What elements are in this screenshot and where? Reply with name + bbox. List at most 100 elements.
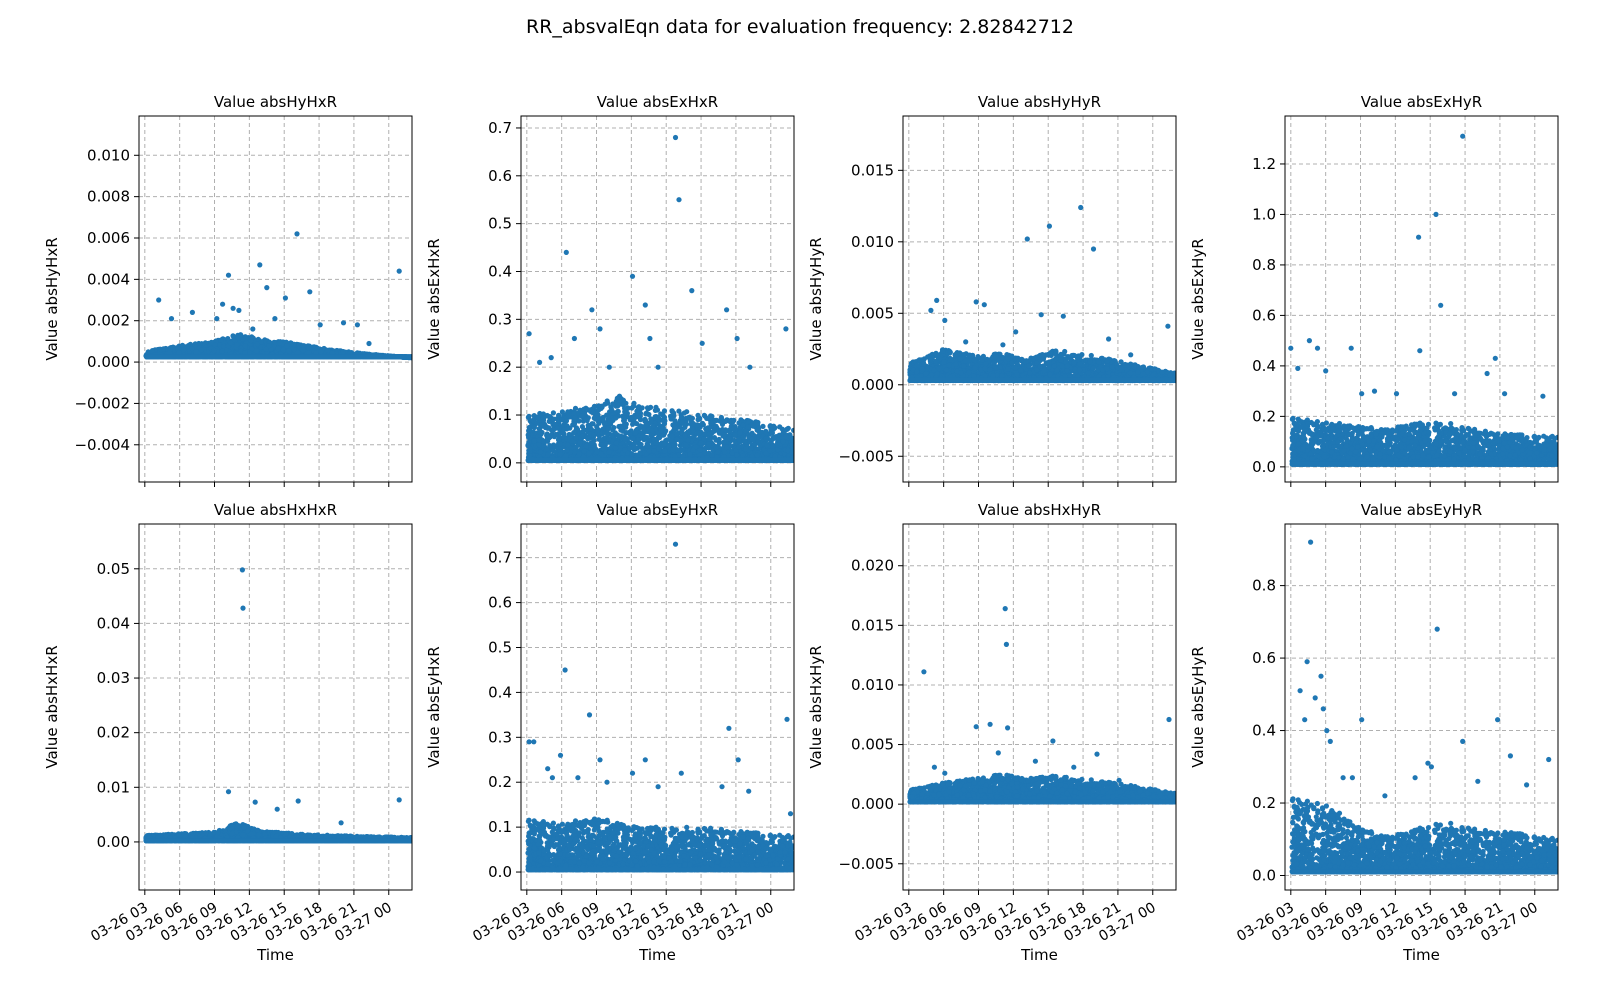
data-point xyxy=(214,316,219,321)
data-point xyxy=(234,342,239,347)
data-point xyxy=(341,320,346,325)
data-point xyxy=(307,289,312,294)
y-tick-label: 0.3 xyxy=(488,310,512,328)
data-point xyxy=(654,414,659,419)
figure-title: RR_absvalEqn data for evaluation frequen… xyxy=(0,16,1600,38)
data-point xyxy=(559,417,564,422)
data-point xyxy=(326,348,331,353)
y-tick-label: −0.002 xyxy=(74,394,130,412)
y-tick-label: 0.7 xyxy=(488,119,512,137)
subplot-title: Value absHyHxR xyxy=(214,93,337,111)
data-point xyxy=(676,409,681,414)
data-point xyxy=(199,347,204,352)
data-point xyxy=(584,443,589,448)
data-point xyxy=(719,415,724,420)
data-point xyxy=(589,440,594,445)
data-point xyxy=(249,334,254,339)
y-tick-label: 0.5 xyxy=(488,215,512,233)
data-point xyxy=(574,425,579,430)
y-tick-label: 0.2 xyxy=(488,358,512,376)
y-tick-label: 0.4 xyxy=(488,262,512,280)
data-point xyxy=(220,349,225,354)
data-point xyxy=(777,424,782,429)
data-point xyxy=(586,423,591,428)
data-point xyxy=(292,342,297,347)
data-point xyxy=(250,326,255,331)
data-point xyxy=(786,426,791,431)
data-point xyxy=(190,310,195,315)
data-point xyxy=(238,333,243,338)
data-point xyxy=(708,421,713,426)
data-point xyxy=(161,346,166,351)
scatter-bulk xyxy=(525,394,796,464)
data-point xyxy=(209,340,214,345)
data-point xyxy=(643,411,648,416)
data-point xyxy=(532,425,537,430)
data-point xyxy=(604,413,609,418)
data-point xyxy=(532,438,537,443)
data-point xyxy=(642,417,647,422)
y-tick-label: 0.0 xyxy=(488,454,512,472)
data-point xyxy=(657,435,662,440)
data-point xyxy=(526,414,531,419)
data-point xyxy=(284,343,289,348)
data-point xyxy=(636,404,641,409)
data-point xyxy=(560,409,565,414)
data-point xyxy=(546,434,551,439)
data-point xyxy=(264,285,269,290)
data-point xyxy=(247,350,252,355)
data-point xyxy=(582,448,587,453)
data-point xyxy=(580,433,585,438)
data-point xyxy=(751,424,756,429)
data-point xyxy=(682,433,687,438)
data-point xyxy=(738,430,743,435)
y-tick-label: 0.002 xyxy=(87,312,130,330)
data-point xyxy=(212,348,217,353)
data-point xyxy=(301,347,306,352)
data-point xyxy=(259,340,264,345)
scatter-baseline xyxy=(146,354,412,359)
y-tick-label: 0.004 xyxy=(87,270,130,288)
data-point xyxy=(228,340,233,345)
data-point xyxy=(169,316,174,321)
data-point xyxy=(613,415,618,420)
y-tick-label: 0.000 xyxy=(87,353,130,371)
data-point xyxy=(629,405,634,410)
data-point xyxy=(573,406,578,411)
data-point xyxy=(712,435,717,440)
data-point xyxy=(276,346,281,351)
data-point xyxy=(788,435,793,440)
data-point xyxy=(219,337,224,342)
data-point xyxy=(180,343,185,348)
y-axis-label: Value absHyHxR xyxy=(43,237,61,360)
data-point xyxy=(306,345,311,350)
data-point xyxy=(736,445,741,450)
y-axis-label: Value absExHxR xyxy=(425,238,443,359)
data-point xyxy=(231,306,236,311)
scatter-outliers xyxy=(156,231,402,346)
data-point xyxy=(156,297,161,302)
data-point xyxy=(715,450,720,455)
data-point xyxy=(318,322,323,327)
data-point xyxy=(355,322,360,327)
data-point xyxy=(556,437,561,442)
data-point xyxy=(236,308,241,313)
data-point xyxy=(617,434,622,439)
data-point xyxy=(146,349,151,354)
data-point xyxy=(366,341,371,346)
data-point xyxy=(621,429,626,434)
data-point xyxy=(700,421,705,426)
data-point xyxy=(181,347,186,352)
data-point xyxy=(551,417,556,422)
data-point xyxy=(318,349,323,354)
data-point xyxy=(618,424,623,429)
data-point xyxy=(397,269,402,274)
data-point xyxy=(272,316,277,321)
data-point xyxy=(610,401,615,406)
data-point xyxy=(714,445,719,450)
data-point xyxy=(277,340,282,345)
data-point xyxy=(294,231,299,236)
